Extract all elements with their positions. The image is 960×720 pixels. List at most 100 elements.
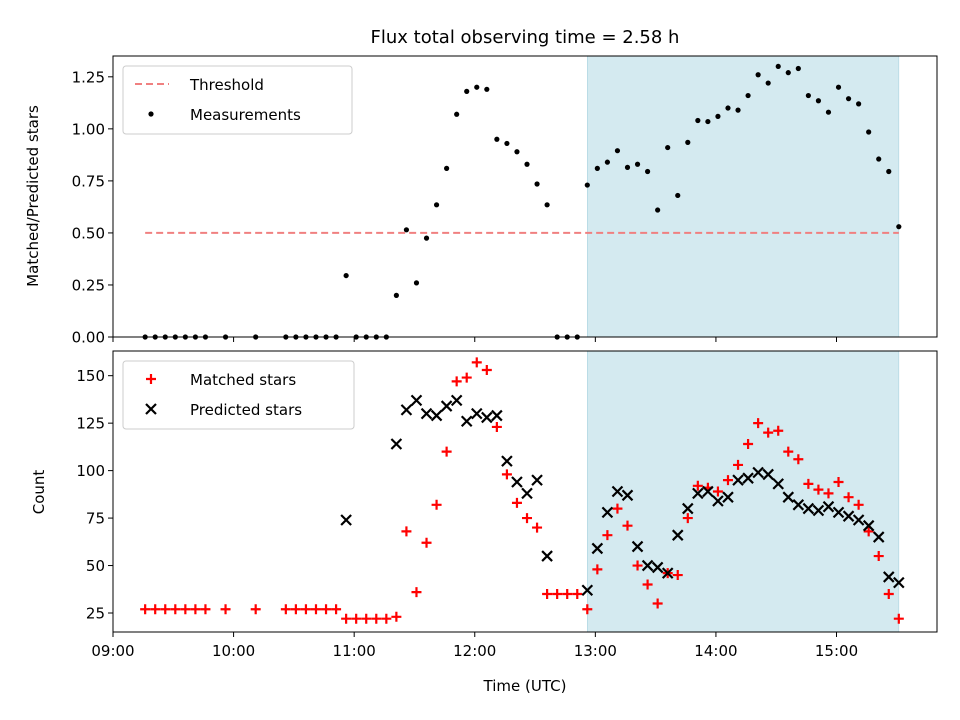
data-point xyxy=(341,613,352,624)
data-point xyxy=(893,613,904,624)
data-point xyxy=(873,551,884,562)
data-point xyxy=(290,604,301,615)
data-point xyxy=(461,372,472,383)
legend-plus-swatch xyxy=(146,374,156,384)
data-point xyxy=(886,168,892,175)
bottom-series-0 xyxy=(140,357,904,624)
data-point xyxy=(300,604,311,615)
data-point xyxy=(725,105,731,111)
data-point xyxy=(832,506,845,519)
data-point xyxy=(763,427,774,438)
data-point xyxy=(856,101,862,107)
data-point xyxy=(823,488,834,499)
y-tick-label: 0.25 xyxy=(72,276,105,294)
data-point xyxy=(250,604,261,615)
data-point xyxy=(785,70,791,76)
data-point xyxy=(866,129,872,135)
data-point xyxy=(431,499,442,510)
legend-label: Threshold xyxy=(189,76,264,94)
y-tick-label: 1.25 xyxy=(72,68,105,86)
data-point xyxy=(584,182,590,188)
data-point xyxy=(562,589,573,600)
data-point xyxy=(441,446,452,457)
data-point xyxy=(190,604,201,615)
data-point xyxy=(872,531,885,543)
data-point xyxy=(712,486,723,497)
y-tick-label: 50 xyxy=(86,557,105,575)
data-point xyxy=(433,202,440,208)
data-point xyxy=(470,407,483,420)
data-point xyxy=(835,84,842,90)
data-point xyxy=(775,63,781,70)
data-point xyxy=(665,144,671,151)
data-point xyxy=(180,604,191,615)
x-axis-label: Time (UTC) xyxy=(483,677,567,695)
data-point xyxy=(692,480,703,491)
data-point xyxy=(444,165,450,171)
data-point xyxy=(825,109,832,115)
data-point xyxy=(773,425,784,436)
data-point xyxy=(862,519,875,532)
y-tick-label: 1.00 xyxy=(72,120,105,138)
data-point xyxy=(491,421,502,432)
data-point xyxy=(755,72,761,78)
data-point xyxy=(792,499,805,511)
data-point xyxy=(421,537,432,548)
data-point xyxy=(451,376,462,387)
data-point xyxy=(220,604,231,615)
data-point xyxy=(331,604,342,615)
data-point xyxy=(795,65,801,72)
data-point xyxy=(552,589,563,600)
data-point xyxy=(671,529,684,541)
y-tick-label: 0.75 xyxy=(72,172,105,190)
data-point xyxy=(454,111,460,117)
data-point xyxy=(501,455,513,467)
x-tick-label: 09:00 xyxy=(91,642,134,660)
data-point xyxy=(602,530,613,541)
y-tick-label: 0.00 xyxy=(72,329,105,347)
data-point xyxy=(632,560,643,571)
data-point xyxy=(450,394,463,407)
data-point xyxy=(782,491,795,503)
legend-box xyxy=(122,360,355,430)
data-point xyxy=(705,118,711,125)
data-point xyxy=(685,139,691,145)
data-point xyxy=(393,292,399,298)
data-point xyxy=(604,159,611,165)
data-point xyxy=(631,540,644,553)
bottom-panel: 25 50 75 100 125 150 09:00 10:00 11:00 12:00 13:00… xyxy=(76,350,938,660)
data-point xyxy=(813,484,824,495)
data-point xyxy=(733,459,744,470)
data-point xyxy=(722,491,734,503)
data-point xyxy=(621,489,634,502)
data-point xyxy=(762,468,774,481)
data-point xyxy=(484,86,490,92)
data-point xyxy=(410,394,423,407)
data-point xyxy=(611,485,624,498)
data-point xyxy=(652,598,663,609)
data-point xyxy=(745,92,751,99)
x-tick-label: 15:00 xyxy=(815,642,858,660)
data-point xyxy=(682,502,694,515)
data-point xyxy=(390,438,403,450)
data-point xyxy=(672,570,683,581)
data-point xyxy=(511,476,523,488)
data-point xyxy=(592,564,603,575)
legend-label: Predicted stars xyxy=(190,401,302,419)
x-tick-label: 12:00 xyxy=(453,642,496,660)
top-legend: Threshold Measurements xyxy=(122,65,353,135)
data-point xyxy=(712,495,724,507)
data-point xyxy=(883,589,894,600)
data-point xyxy=(591,542,604,555)
data-point xyxy=(624,164,631,170)
y-tick-label: 0.50 xyxy=(72,224,105,242)
data-point xyxy=(594,165,600,171)
data-point xyxy=(321,604,332,615)
y-tick-label: 125 xyxy=(76,415,105,433)
bottom-y-axis-label: Count xyxy=(30,470,48,515)
data-point xyxy=(742,472,754,484)
data-point xyxy=(896,224,902,230)
data-point xyxy=(805,92,811,99)
data-point xyxy=(534,181,540,187)
data-point xyxy=(642,579,653,590)
